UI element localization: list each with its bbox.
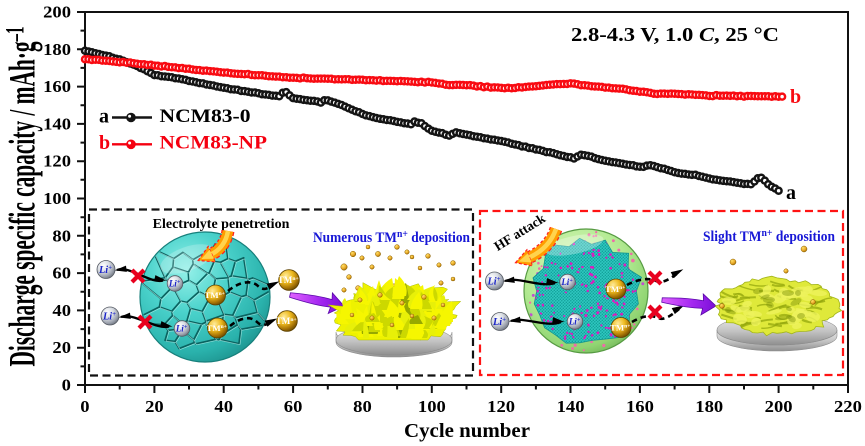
svg-text:0: 0 xyxy=(62,376,71,395)
svg-text:TMn+: TMn+ xyxy=(605,284,625,294)
svg-text:220: 220 xyxy=(834,397,862,416)
svg-text:80: 80 xyxy=(353,397,372,416)
svg-text:Li+: Li+ xyxy=(98,264,112,276)
svg-text:Li+: Li+ xyxy=(486,276,500,288)
svg-text:TMn+: TMn+ xyxy=(205,290,225,300)
svg-text:200: 200 xyxy=(765,397,793,416)
svg-text:140: 140 xyxy=(557,397,585,416)
svg-text:Li+: Li+ xyxy=(492,316,506,328)
svg-text:TMn+: TMn+ xyxy=(610,323,630,333)
svg-text:40: 40 xyxy=(214,397,233,416)
svg-text:NCM83-NP: NCM83-NP xyxy=(160,133,268,154)
svg-text:40: 40 xyxy=(52,301,71,320)
svg-text:20: 20 xyxy=(145,397,164,416)
svg-text:Li+: Li+ xyxy=(102,311,116,323)
svg-text:TMn+: TMn+ xyxy=(278,275,299,285)
svg-text:140: 140 xyxy=(43,114,71,133)
svg-text:120: 120 xyxy=(43,152,71,171)
svg-text:Discharge specific capacity /: Discharge specific capacity / mAh·g–1 xyxy=(0,27,43,367)
svg-text:Li+: Li+ xyxy=(568,317,581,327)
svg-text:180: 180 xyxy=(43,40,71,59)
svg-text:80: 80 xyxy=(52,226,71,245)
svg-text:Cycle number: Cycle number xyxy=(404,420,530,442)
svg-text:Slight TMn+ deposition: Slight TMn+ deposition xyxy=(703,228,835,245)
svg-text:100: 100 xyxy=(418,397,446,416)
svg-text:0: 0 xyxy=(80,397,89,416)
svg-text:Li+: Li+ xyxy=(175,324,188,334)
svg-text:b: b xyxy=(99,132,110,154)
svg-text:a: a xyxy=(99,106,109,128)
svg-text:60: 60 xyxy=(284,397,303,416)
svg-text:Numerous TMn+ deposition: Numerous TMn+ deposition xyxy=(313,229,470,246)
svg-text:b: b xyxy=(790,86,801,108)
svg-text:160: 160 xyxy=(626,397,654,416)
svg-text:160: 160 xyxy=(43,77,71,96)
svg-text:a: a xyxy=(786,182,796,204)
svg-text:Electrolyte penetretion: Electrolyte penetretion xyxy=(153,217,290,232)
svg-text:180: 180 xyxy=(695,397,723,416)
svg-text:TMn+: TMn+ xyxy=(207,323,227,333)
svg-text:NCM83-0: NCM83-0 xyxy=(160,106,251,127)
svg-text:2.8-4.3 V, 1.0 C, 25 °C: 2.8-4.3 V, 1.0 C, 25 °C xyxy=(571,24,779,46)
svg-text:200: 200 xyxy=(43,3,71,22)
svg-text:20: 20 xyxy=(52,338,71,357)
svg-text:60: 60 xyxy=(52,264,71,283)
svg-text:Li+: Li+ xyxy=(168,279,181,289)
svg-text:TMn+: TMn+ xyxy=(276,316,297,326)
svg-text:100: 100 xyxy=(43,189,71,208)
svg-text:120: 120 xyxy=(487,397,515,416)
svg-text:Li+: Li+ xyxy=(560,277,573,287)
